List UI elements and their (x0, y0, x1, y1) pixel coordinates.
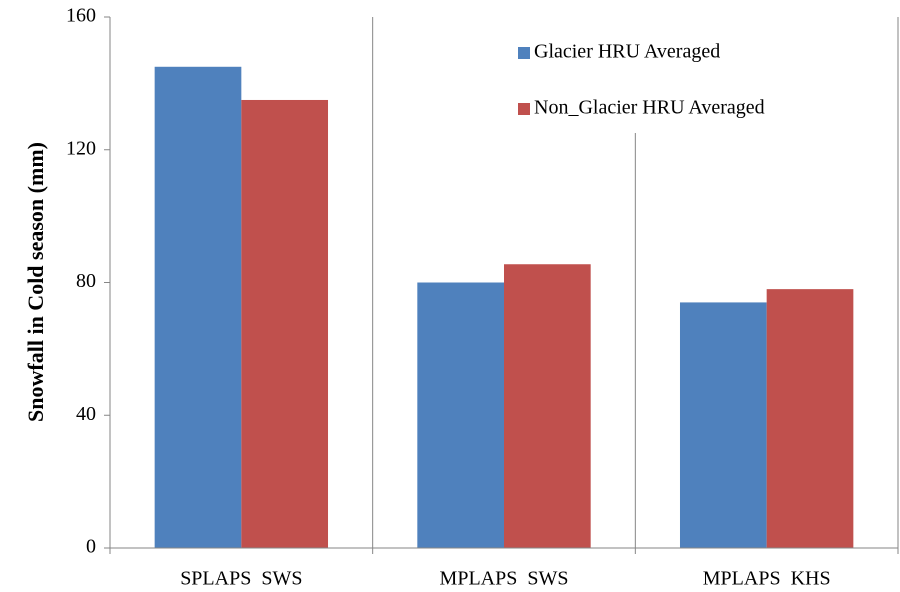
bar (154, 66, 242, 548)
x-tick-label: MPLAPS SWS (440, 568, 569, 590)
bar (241, 99, 329, 548)
legend-label: Glacier HRU Averaged (534, 41, 720, 63)
bar (504, 264, 591, 548)
x-tick-label: SPLAPS SWS (180, 568, 302, 590)
y-tick-label: 160 (66, 5, 96, 27)
bar (766, 289, 854, 548)
legend-label: Non_Glacier HRU Averaged (534, 97, 765, 119)
y-tick-label: 120 (66, 137, 96, 159)
x-tick-label: MPLAPS KHS (703, 568, 831, 590)
bar (679, 302, 767, 548)
y-tick-label: 0 (86, 536, 96, 558)
legend-box (498, 11, 868, 133)
legend-swatch (518, 47, 530, 59)
y-axis-label: Snowfall in Cold season (mm) (23, 142, 48, 422)
y-tick-label: 80 (76, 270, 96, 292)
legend-swatch (518, 103, 530, 115)
y-tick-label: 40 (76, 403, 96, 425)
bar (417, 282, 504, 548)
